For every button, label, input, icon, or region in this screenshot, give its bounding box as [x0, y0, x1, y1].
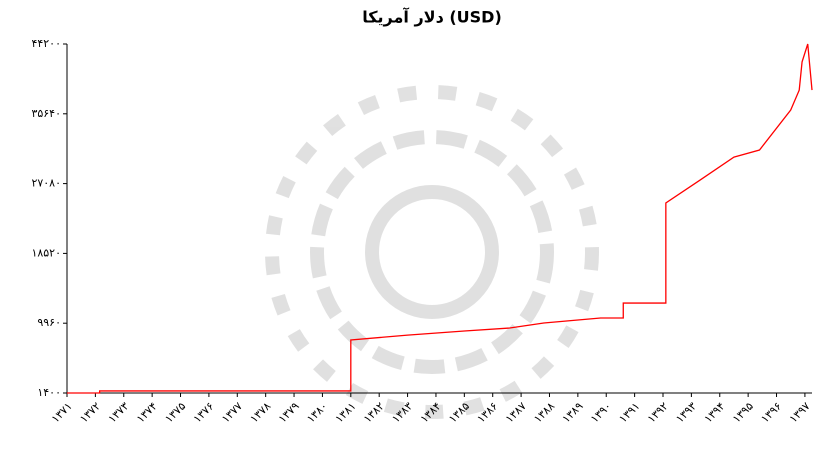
y-tick-label: ۳۵۶۴۰ — [31, 107, 61, 120]
x-tick-label: ۱۳۸۲ — [361, 400, 387, 426]
x-tick-label: ۱۳۹۳ — [673, 400, 699, 426]
x-tick-label: ۱۳۹۱ — [616, 400, 642, 426]
x-tick-label: ۱۳۹۰ — [588, 400, 614, 426]
x-tick-label: ۱۳۷۶ — [191, 400, 217, 426]
x-tick-label: ۱۳۷۴ — [134, 400, 160, 426]
x-tick-label: ۱۳۹۵ — [730, 400, 756, 426]
x-tick-label: ۱۳۷۹ — [276, 400, 302, 426]
x-tick-label: ۱۳۹۶ — [758, 400, 784, 426]
x-tick-label: ۱۳۸۴ — [418, 400, 444, 426]
y-tick-label: ۱۸۵۲۰ — [31, 246, 61, 259]
chart: دلار آمریکا (USD) ۱۴۰۰ ۹۹۶۰ ۱۸۵۲۰ ۲۷۰۸۰ ۳۵۶۴… — [0, 0, 814, 449]
x-tick-label: ۱۳۸۷ — [503, 400, 529, 426]
chart-title: دلار آمریکا (USD) — [362, 7, 502, 27]
x-tick-label: ۱۳۹۲ — [645, 400, 671, 426]
y-tick-label: ۹۹۶۰ — [37, 316, 61, 329]
x-tick-label: ۱۳۷۸ — [248, 400, 274, 426]
y-tick-label: ۲۷۰۸۰ — [31, 177, 61, 190]
x-tick-label: ۱۳۸۱ — [333, 400, 359, 426]
x-tick-label: ۱۳۷۱ — [49, 400, 75, 426]
x-tick-label: ۱۳۷۷ — [219, 400, 245, 426]
x-tick-label: ۱۳۸۰ — [304, 400, 330, 426]
x-tick-label: ۱۳۸۸ — [531, 400, 557, 426]
x-tick-label: ۱۳۹۷ — [787, 400, 813, 426]
y-tick-label: ۴۴۲۰۰ — [31, 37, 61, 50]
x-tick-label: ۱۳۷۳ — [106, 400, 132, 426]
x-tick-label: ۱۳۷۵ — [162, 400, 188, 426]
y-tick-label: ۱۴۰۰ — [37, 386, 61, 399]
x-tick-label: ۱۳۷۲ — [77, 400, 103, 426]
x-tick-label: ۱۳۸۹ — [560, 400, 586, 426]
watermark — [272, 92, 592, 412]
x-tick-label: ۱۳۹۴ — [702, 400, 728, 426]
